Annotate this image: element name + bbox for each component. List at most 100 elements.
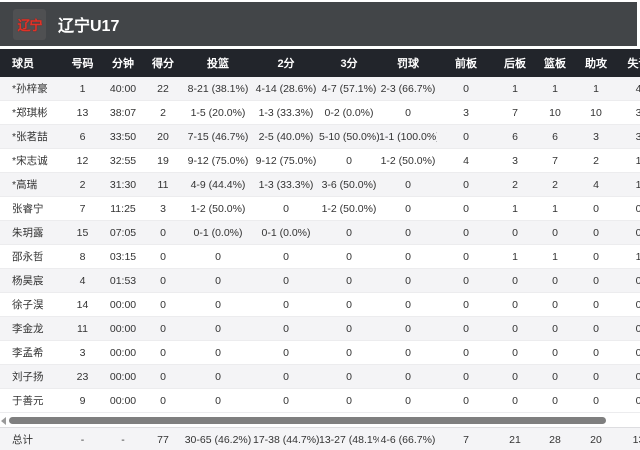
column-header: 篮板 bbox=[544, 58, 566, 70]
table-cell: 0 bbox=[463, 202, 469, 215]
table-header-row: 球员 号码 分钟 得分 投篮 2分 3分 罚球 前板 后板 篮板 助攻 失误 bbox=[0, 49, 640, 77]
table-cell: 12 bbox=[76, 154, 89, 167]
table-cell: 0 bbox=[635, 298, 640, 311]
table-cell: 0 bbox=[463, 322, 469, 335]
table-cell: 1 bbox=[552, 202, 558, 215]
table-cell: 0 bbox=[463, 130, 469, 143]
total-cell: 17-38 (44.7%) bbox=[253, 433, 319, 446]
table-cell: 13 bbox=[76, 106, 89, 119]
table-cell: 0 bbox=[215, 370, 221, 383]
horizontal-scrollbar[interactable] bbox=[0, 413, 640, 427]
table-cell: 0 bbox=[552, 394, 558, 407]
table-cell: 0 bbox=[552, 370, 558, 383]
table-cell: 0 bbox=[552, 322, 558, 335]
column-header: 2分 bbox=[277, 58, 295, 70]
column-header: 罚球 bbox=[397, 58, 419, 70]
table-cell: 0 bbox=[346, 322, 352, 335]
table-cell: 0 bbox=[405, 346, 411, 359]
team-logo-text: 辽宁 bbox=[17, 17, 42, 33]
table-cell: 1 bbox=[635, 250, 640, 263]
table-cell: 3 bbox=[512, 154, 518, 167]
scrollbar-thumb[interactable] bbox=[9, 417, 606, 424]
table-cell: 3 bbox=[160, 202, 166, 215]
table-cell: 0 bbox=[160, 226, 166, 239]
table-body: *孙梓豪 1 40:00 22 8-21 (38.1%) 4-14 (28.6%) 4-7 … bbox=[0, 77, 640, 413]
player-row: 于善元 9 00:00 0 0 0 0 0 0 0 0 0 0 bbox=[0, 389, 640, 413]
table-cell: 0 bbox=[405, 394, 411, 407]
table-cell: 0 bbox=[512, 394, 518, 407]
table-cell: 0 bbox=[346, 298, 352, 311]
table-cell: 0 bbox=[405, 178, 411, 191]
table-cell: 邵永哲 bbox=[12, 251, 44, 263]
table-cell: 0 bbox=[405, 202, 411, 215]
table-cell: 15 bbox=[76, 226, 89, 239]
table-cell: 3 bbox=[79, 346, 86, 359]
table-cell: 0 bbox=[512, 226, 518, 239]
page-title: 辽宁U17 bbox=[58, 18, 120, 35]
total-cell: 28 bbox=[549, 433, 561, 446]
table-cell: 0 bbox=[283, 322, 289, 335]
table-cell: 11:25 bbox=[110, 202, 136, 215]
table-cell: 6 bbox=[79, 130, 86, 143]
player-row: *张茗喆 6 33:50 20 7-15 (46.7%) 2-5 (40.0%) 5-10 … bbox=[0, 125, 640, 149]
table-cell: 2 bbox=[552, 178, 558, 191]
total-row: 总计 - - 77 30-65 (46.2%) 17-38 (44.7%) 13-27 (4… bbox=[0, 428, 640, 450]
table-cell: 0 bbox=[283, 298, 289, 311]
table-cell: 20 bbox=[157, 130, 169, 143]
table-cell: 1 bbox=[79, 82, 86, 95]
table-cell: 9-12 (75.0%) bbox=[255, 154, 317, 167]
table-cell: 40:00 bbox=[109, 82, 137, 95]
table-cell: 10 bbox=[549, 106, 561, 119]
team-header-bar: 辽宁 辽宁U17 bbox=[0, 2, 637, 46]
total-cell: 21 bbox=[509, 433, 521, 446]
table-cell: 0 bbox=[346, 154, 352, 167]
table-cell: 7 bbox=[512, 106, 518, 119]
table-cell: 00:00 bbox=[109, 370, 137, 383]
table-cell: 0 bbox=[160, 250, 166, 263]
total-cell: 20 bbox=[590, 433, 602, 446]
table-cell: 1 bbox=[512, 82, 518, 95]
table-cell: 0 bbox=[346, 274, 352, 287]
total-cell: - bbox=[121, 433, 125, 446]
player-row: *孙梓豪 1 40:00 22 8-21 (38.1%) 4-14 (28.6%) 4-7 … bbox=[0, 77, 640, 101]
table-cell: 0 bbox=[160, 370, 166, 383]
table-cell: 0 bbox=[160, 274, 166, 287]
table-cell: 0 bbox=[512, 298, 518, 311]
player-row: 杨昊宸 4 01:53 0 0 0 0 0 0 0 0 0 0 bbox=[0, 269, 640, 293]
table-cell: 0 bbox=[463, 226, 469, 239]
table-cell: 0 bbox=[463, 250, 469, 263]
table-cell: 0 bbox=[283, 346, 289, 359]
table-cell: 0 bbox=[405, 226, 411, 239]
total-cell: - bbox=[80, 433, 85, 446]
table-cell: 1-1 (100.0%) bbox=[379, 130, 437, 143]
table-cell: 0 bbox=[405, 298, 411, 311]
table-cell: 9 bbox=[79, 394, 86, 407]
column-header: 后板 bbox=[504, 58, 526, 70]
table-cell: 0 bbox=[593, 346, 599, 359]
player-row: 朱玥露 15 07:05 0 0-1 (0.0%) 0-1 (0.0%) 0 0 0 0 0 0 0 bbox=[0, 221, 640, 245]
table-cell: 0 bbox=[405, 370, 411, 383]
column-header: 投篮 bbox=[207, 58, 229, 70]
player-row: *高瑞 2 31:30 11 4-9 (44.4%) 1-3 (33.3%) 3-6 (50… bbox=[0, 173, 640, 197]
table-cell: 07:05 bbox=[109, 226, 137, 239]
table-cell: 2-3 (66.7%) bbox=[380, 82, 436, 95]
table-cell: 3-6 (50.0%) bbox=[321, 178, 377, 191]
table-cell: 0 bbox=[635, 322, 640, 335]
table-cell: 1-3 (33.3%) bbox=[258, 178, 314, 191]
table-cell: 10 bbox=[590, 106, 602, 119]
table-cell: 0 bbox=[215, 346, 221, 359]
table-cell: 0 bbox=[405, 322, 411, 335]
table-cell: 0 bbox=[215, 274, 221, 287]
scroll-left-arrow-icon[interactable] bbox=[1, 417, 6, 425]
table-cell: 7-15 (46.7%) bbox=[187, 130, 249, 143]
table-cell: 杨昊宸 bbox=[12, 275, 44, 287]
table-cell: 9-12 (75.0%) bbox=[187, 154, 249, 167]
table-cell: 0 bbox=[215, 250, 221, 263]
table-cell: 14 bbox=[76, 298, 89, 311]
table-cell: 1 bbox=[593, 82, 599, 95]
table-cell: 0 bbox=[635, 202, 640, 215]
table-cell: 0 bbox=[593, 298, 599, 311]
table-cell: 0 bbox=[552, 226, 558, 239]
table-cell: 0 bbox=[346, 226, 352, 239]
